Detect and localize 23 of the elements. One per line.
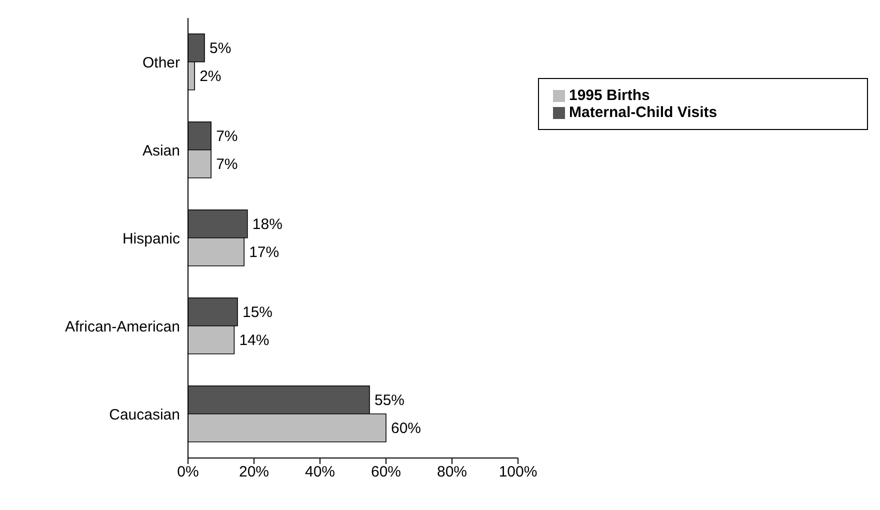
y-tick-label: Hispanic: [122, 230, 180, 248]
y-tick-label: Other: [142, 54, 180, 72]
data-label: 7%: [216, 156, 238, 174]
data-label: 2%: [200, 68, 222, 86]
x-tick-label: 0%: [177, 464, 199, 481]
legend-label: 1995 Births: [569, 87, 650, 104]
data-label: 18%: [252, 216, 282, 234]
data-label: 14%: [239, 332, 270, 350]
x-tick-label: 100%: [498, 464, 538, 481]
x-tick-label: 80%: [436, 464, 468, 481]
y-tick-label: Asian: [142, 142, 180, 160]
legend-label: Maternal-Child Visits: [569, 104, 718, 121]
x-tick-label: 40%: [304, 464, 336, 481]
data-label: 55%: [374, 392, 405, 410]
data-label: 5%: [210, 40, 232, 58]
x-tick-label: 60%: [370, 464, 402, 481]
data-label: 15%: [242, 304, 273, 322]
data-label: 17%: [249, 244, 280, 262]
x-tick-label: 20%: [238, 464, 270, 481]
y-tick-label: Caucasian: [109, 406, 180, 424]
data-label: 7%: [216, 128, 238, 146]
data-label: 60%: [391, 420, 422, 438]
y-tick-label: African-American: [64, 318, 180, 336]
